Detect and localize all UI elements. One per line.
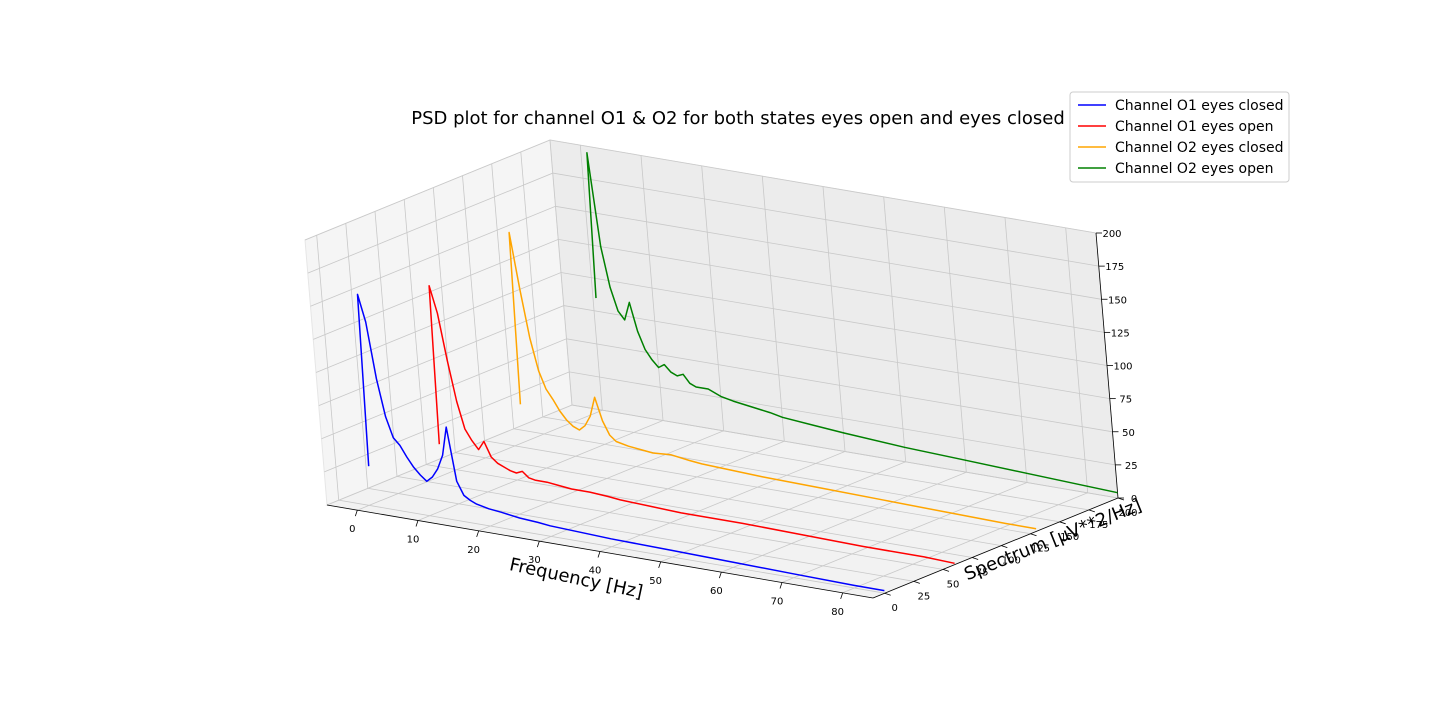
- y-tick-label: 25: [917, 591, 930, 602]
- z-grid-line: [324, 371, 1116, 473]
- x-tick-label: 40: [589, 566, 602, 577]
- grid-group: [304, 139, 1119, 594]
- y-tick: [884, 592, 891, 596]
- pane-group: [304, 139, 1120, 599]
- series-group: [356, 152, 1118, 592]
- series-line-3: [508, 231, 1037, 530]
- y-tick-label: 125: [1031, 544, 1050, 555]
- x-tick: [476, 530, 480, 537]
- z-tick-label: 25: [1125, 461, 1138, 472]
- x-tick: [658, 561, 662, 568]
- x-tick-label: 30: [528, 555, 541, 566]
- y-tick-label: 200: [1118, 508, 1137, 519]
- y-tick: [972, 557, 979, 560]
- x-tick: [779, 582, 783, 589]
- z-tick-label: 175: [1105, 262, 1124, 273]
- series-line-2: [428, 284, 955, 565]
- z-grid-line: [307, 172, 1099, 274]
- x-tick: [597, 551, 601, 558]
- series-line-1: [356, 293, 885, 592]
- x-tick-label: 70: [771, 597, 784, 608]
- z-tick-label: 50: [1122, 428, 1135, 439]
- y-tick-label: 150: [1060, 532, 1079, 543]
- x-tick-label: 60: [710, 586, 723, 597]
- y-tick-label: 50: [947, 579, 960, 590]
- z-grid-line: [321, 338, 1113, 440]
- series-line-4: [586, 152, 1118, 494]
- x-tick: [718, 572, 722, 579]
- y-tick: [1059, 521, 1066, 525]
- z-grid-line: [304, 139, 1097, 241]
- x-tick: [415, 520, 419, 527]
- chart-title: PSD plot for channel O1 & O2 for both st…: [411, 108, 1065, 129]
- y-tick-label: 100: [1002, 556, 1021, 567]
- legend-label: Channel O2 eyes closed: [1115, 140, 1284, 156]
- x-tick-label: 10: [407, 535, 420, 546]
- z-tick-label: 0: [1131, 494, 1137, 505]
- x-tick-label: 80: [831, 607, 844, 618]
- y-tick-label: 175: [1089, 520, 1108, 531]
- legend-label: Channel O1 eyes open: [1115, 119, 1274, 135]
- legend-label: Channel O1 eyes closed: [1115, 98, 1284, 114]
- x-tick: [536, 541, 540, 548]
- axis-group: 0 10 20 30 40 50 60 70 80 0 25 50 75 100 125 150 175 200 0…: [326, 229, 1138, 618]
- z-grid-line: [315, 272, 1108, 373]
- z-tick-label: 100: [1113, 362, 1132, 373]
- z-grid-line: [318, 305, 1110, 406]
- y-tick: [1030, 533, 1037, 537]
- z-tick-label: 125: [1111, 328, 1130, 339]
- legend-box: [1069, 91, 1290, 183]
- z-tick-label: 75: [1119, 395, 1132, 406]
- y-tick: [1001, 545, 1008, 548]
- x-tick-label: 50: [649, 576, 662, 587]
- z-tick-label: 200: [1102, 229, 1121, 240]
- y-tick: [913, 580, 920, 584]
- z-grid-line: [326, 404, 1119, 506]
- y-tick-label: 0: [891, 603, 897, 614]
- z-tick-label: 150: [1108, 295, 1127, 306]
- z-grid-line: [310, 205, 1102, 307]
- x-axis-label: Frequency [Hz]: [508, 554, 645, 603]
- x-tick-label: 0: [349, 524, 355, 535]
- x-tick: [840, 592, 844, 599]
- y-tick-label: 75: [976, 568, 989, 579]
- legend-label: Channel O2 eyes open: [1115, 161, 1274, 177]
- y-tick: [1088, 509, 1095, 513]
- y-tick: [942, 569, 950, 572]
- x-tick: [354, 510, 358, 517]
- z-grid-line: [313, 238, 1105, 340]
- legend: Channel O1 eyes closed Channel O1 eyes op…: [1069, 91, 1290, 183]
- x-tick-label: 20: [467, 545, 480, 556]
